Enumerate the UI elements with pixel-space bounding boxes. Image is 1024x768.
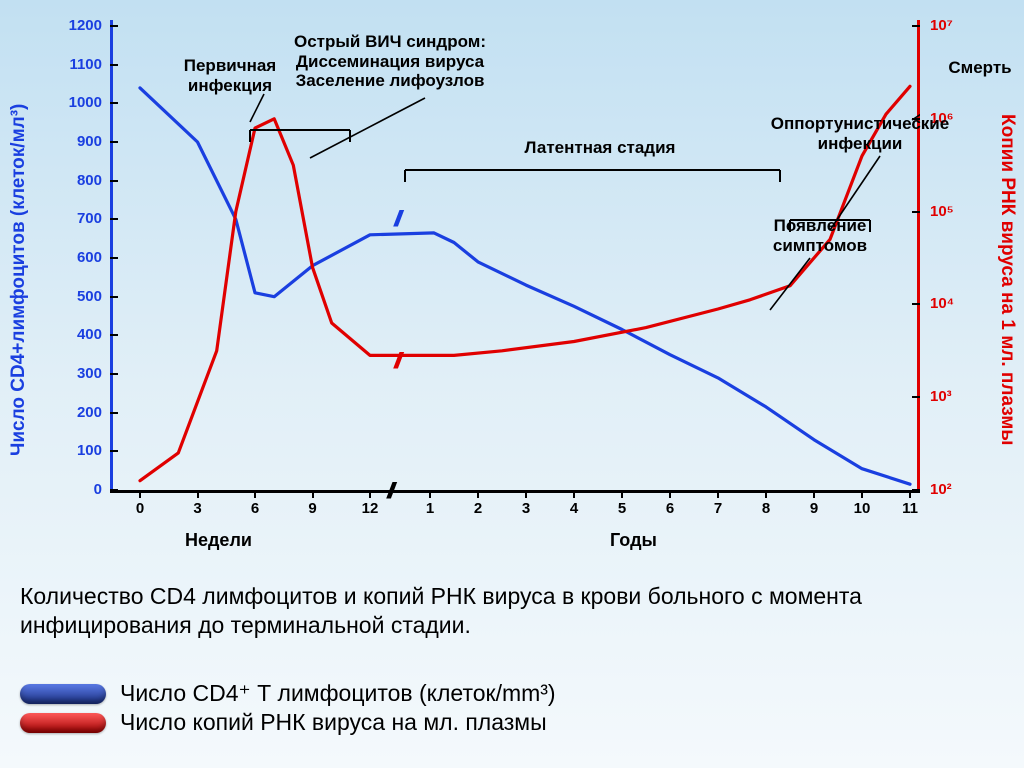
x-axis-title-weeks: Недели bbox=[185, 530, 252, 551]
annotation-latent: Латентная стадия bbox=[525, 138, 676, 158]
xtick: 3 bbox=[511, 500, 541, 517]
annotation-primary: Первичнаяинфекция bbox=[184, 56, 276, 95]
ytick-right: 10² bbox=[930, 481, 970, 498]
xtick: 12 bbox=[355, 500, 385, 517]
xtick: 6 bbox=[240, 500, 270, 517]
ytick-right: 10⁵ bbox=[930, 203, 970, 220]
legend-label-cd4: Число CD4⁺ Т лимфоцитов (клеток/mm³) bbox=[120, 680, 556, 707]
annotation-death: Смерть bbox=[948, 58, 1011, 78]
ytick-left: 1100 bbox=[54, 56, 102, 73]
legend-swatch-rna bbox=[20, 713, 106, 733]
xtick: 6 bbox=[655, 500, 685, 517]
annotation-symptoms: Появлениесимптомов bbox=[773, 216, 867, 255]
chart-container: Число CD4+лимфоцитов (клеток/мл³) Копии … bbox=[0, 0, 1024, 560]
ytick-left: 100 bbox=[54, 442, 102, 459]
ytick-right: 10³ bbox=[930, 388, 970, 405]
ytick-left: 800 bbox=[54, 172, 102, 189]
axis-left-line bbox=[110, 20, 113, 492]
xtick: 10 bbox=[847, 500, 877, 517]
axis-right-line bbox=[917, 20, 920, 492]
annotation-acute: Острый ВИЧ синдром:Диссеминация вирусаЗа… bbox=[294, 32, 486, 91]
ytick-left: 0 bbox=[54, 481, 102, 498]
ytick-left: 700 bbox=[54, 210, 102, 227]
legend: Число CD4⁺ Т лимфоцитов (клеток/mm³) Чис… bbox=[20, 680, 556, 738]
ytick-left: 1000 bbox=[54, 94, 102, 111]
ytick-right: 10⁷ bbox=[930, 17, 970, 34]
xtick: 9 bbox=[298, 500, 328, 517]
axis-bottom-line bbox=[110, 490, 920, 493]
ytick-left: 500 bbox=[54, 288, 102, 305]
x-axis-title-years: Годы bbox=[610, 530, 657, 551]
xtick: 1 bbox=[415, 500, 445, 517]
xtick: 2 bbox=[463, 500, 493, 517]
axis-break-mark: // bbox=[387, 478, 391, 504]
xtick: 7 bbox=[703, 500, 733, 517]
ytick-left: 600 bbox=[54, 249, 102, 266]
legend-item-cd4: Число CD4⁺ Т лимфоцитов (клеток/mm³) bbox=[20, 680, 556, 707]
ytick-right: 10⁴ bbox=[930, 295, 970, 312]
ytick-left: 900 bbox=[54, 133, 102, 150]
xtick: 4 bbox=[559, 500, 589, 517]
xtick: 8 bbox=[751, 500, 781, 517]
plot-area: 0100200300400500600700800900100011001200… bbox=[110, 20, 920, 500]
xtick: 9 bbox=[799, 500, 829, 517]
ytick-left: 200 bbox=[54, 404, 102, 421]
xtick: 11 bbox=[895, 500, 925, 517]
xtick: 0 bbox=[125, 500, 155, 517]
curve-break-mark: // bbox=[394, 206, 398, 232]
figure-caption: Количество CD4 лимфоцитов и копий РНК ви… bbox=[20, 582, 1004, 641]
ytick-left: 1200 bbox=[54, 17, 102, 34]
annotation-opportunistic: Оппортунистическиеинфекции bbox=[771, 114, 949, 153]
right-axis-title: Копии РНК вируса на 1 мл. плазмы bbox=[988, 30, 1018, 530]
ytick-left: 300 bbox=[54, 365, 102, 382]
xtick: 5 bbox=[607, 500, 637, 517]
legend-item-rna: Число копий РНК вируса на мл. плазмы bbox=[20, 709, 556, 736]
left-axis-title: Число CD4+лимфоцитов (клеток/мл³) bbox=[8, 40, 38, 520]
legend-swatch-cd4 bbox=[20, 684, 106, 704]
curve-break-mark: // bbox=[394, 348, 398, 374]
legend-label-rna: Число копий РНК вируса на мл. плазмы bbox=[120, 709, 547, 736]
ytick-left: 400 bbox=[54, 326, 102, 343]
xtick: 3 bbox=[183, 500, 213, 517]
